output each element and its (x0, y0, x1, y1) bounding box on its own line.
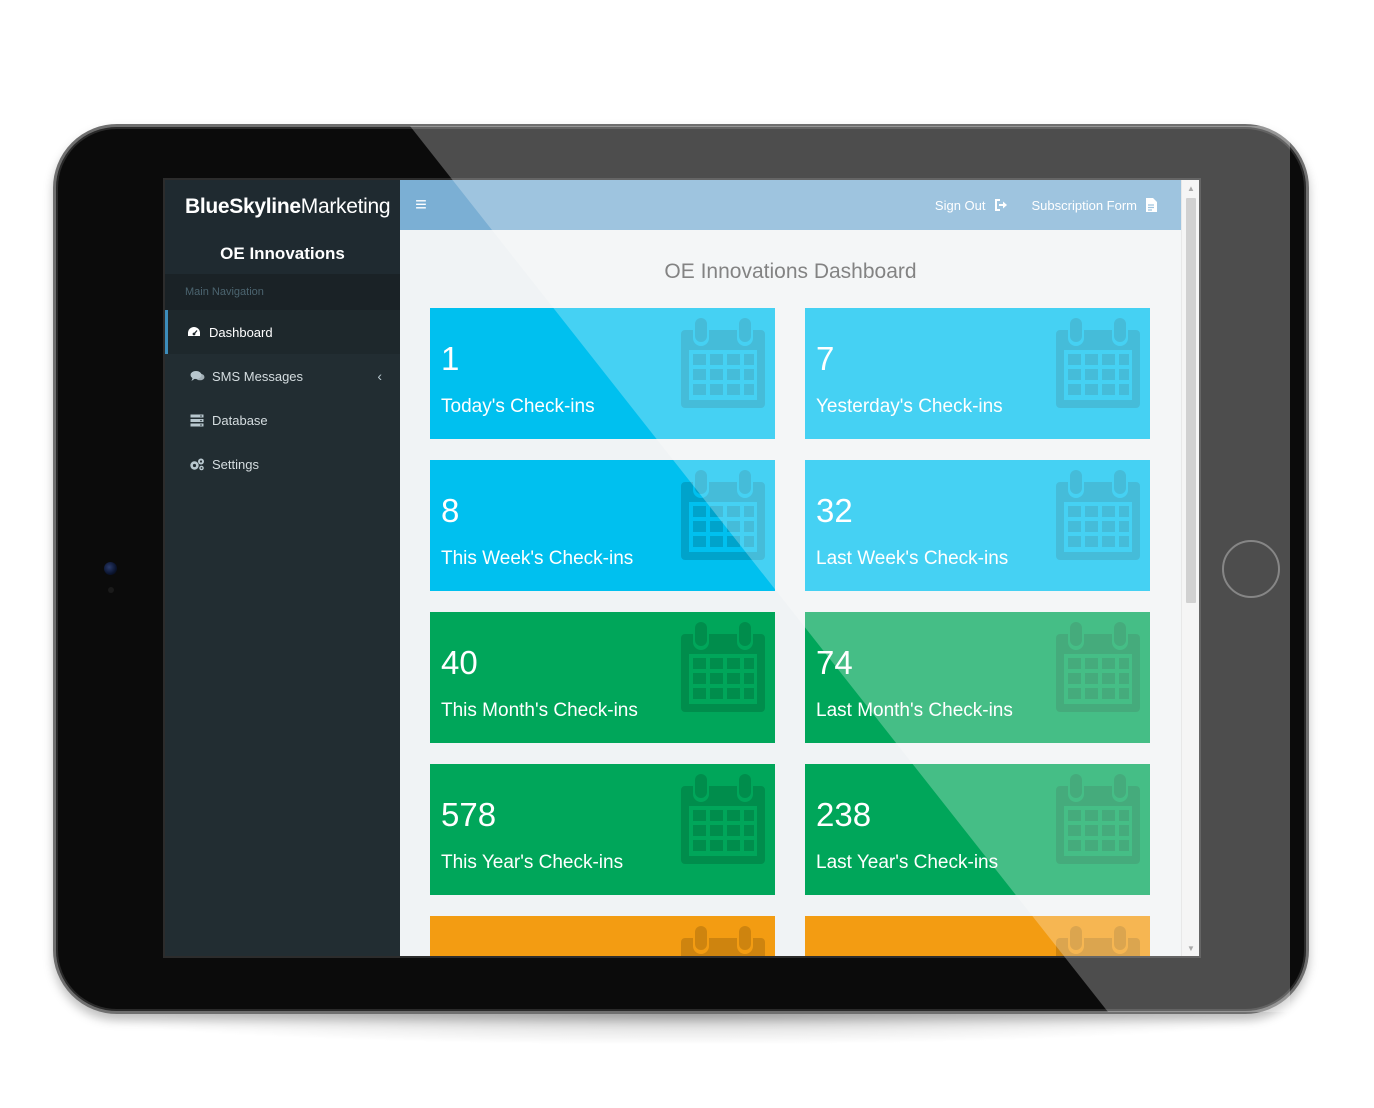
stat-tile-last-month[interactable]: 74 Last Month's Check-ins (805, 612, 1150, 743)
sign-out-label: Sign Out (934, 197, 986, 213)
tile-value: 74 (816, 644, 853, 681)
front-camera-icon (104, 562, 117, 575)
database-icon (188, 414, 206, 427)
sidebar-item-settings[interactable]: Settings (165, 442, 400, 486)
stat-tile-this-month[interactable]: 40 This Month's Check-ins (430, 612, 775, 743)
scroll-down-arrow-icon[interactable]: ▼ (1187, 943, 1195, 953)
stat-tile-this-year[interactable]: 578 This Year's Check-ins (430, 764, 775, 895)
tile-value: 32 (816, 492, 853, 529)
calendar-icon (681, 318, 765, 413)
sidebar-item-sms-messages[interactable]: SMS Messages ‹ (165, 354, 400, 398)
tile-label: Last Week's Check-ins (816, 548, 1009, 569)
vertical-scrollbar[interactable]: ▲ ▼ (1181, 180, 1199, 956)
menu-toggle-icon[interactable]: ≡ (415, 193, 427, 216)
sidebar-item-dashboard[interactable]: Dashboard (165, 310, 400, 354)
calendar-icon (1056, 774, 1140, 869)
tile-value: 238 (816, 796, 872, 833)
calendar-icon (681, 470, 765, 565)
stat-tile-today[interactable]: 1 Today's Check-ins (430, 308, 775, 439)
page-title: OE Innovations Dashboard (664, 260, 917, 283)
calendar-icon (681, 926, 765, 956)
nav-header: Main Navigation (165, 274, 400, 310)
stat-tile-yesterday[interactable]: 7 Yesterday's Check-ins (805, 308, 1150, 439)
brand-logo[interactable]: BlueSkyline Marketing (165, 180, 400, 234)
tile-value: 7 (816, 340, 835, 377)
file-text-icon (1145, 198, 1157, 212)
top-navbar: ≡ Sign Out Subscription Form (400, 180, 1181, 230)
tile-label: This Week's Check-ins (441, 548, 634, 569)
sign-out-link[interactable]: Sign Out (935, 198, 1008, 213)
stat-tile-partial[interactable] (805, 916, 1150, 956)
stat-tile-partial[interactable] (430, 916, 775, 956)
calendar-icon (1056, 926, 1140, 956)
comments-icon (188, 370, 206, 382)
light-sensor (108, 587, 114, 593)
scroll-up-arrow-icon[interactable]: ▲ (1187, 183, 1195, 193)
subscription-form-label: Subscription Form (1031, 197, 1137, 213)
tile-label: This Month's Check-ins (441, 700, 638, 721)
sidebar-item-label: Database (212, 412, 268, 428)
brand-bold: BlueSkyline (185, 195, 301, 218)
scroll-thumb[interactable] (1186, 198, 1196, 603)
subscription-form-link[interactable]: Subscription Form (1032, 198, 1157, 213)
chevron-left-icon[interactable]: ‹ (377, 368, 382, 384)
sidebar: BlueSkyline Marketing OE Innovations Main… (165, 180, 400, 956)
organization-name: OE Innovations (165, 234, 400, 274)
tile-label: Last Month's Check-ins (816, 700, 1013, 721)
main-content: OE Innovations Dashboard 1 Today's Check… (400, 230, 1181, 956)
calendar-icon (681, 774, 765, 869)
stat-tile-last-week[interactable]: 32 Last Week's Check-ins (805, 460, 1150, 591)
sidebar-item-label: Settings (212, 456, 259, 472)
tile-label: Last Year's Check-ins (816, 852, 999, 873)
tile-value: 578 (441, 796, 497, 833)
tile-value: 1 (441, 340, 460, 377)
sign-out-icon (994, 199, 1008, 211)
gears-icon (188, 458, 206, 471)
sidebar-item-label: SMS Messages (212, 368, 304, 384)
tile-label: Yesterday's Check-ins (816, 396, 1003, 417)
calendar-icon (1056, 622, 1140, 717)
calendar-icon (681, 622, 765, 717)
tile-value: 8 (441, 492, 460, 529)
dashboard-icon (185, 326, 203, 338)
home-button[interactable] (1222, 540, 1280, 598)
tile-value: 40 (441, 644, 478, 681)
stat-tile-last-year[interactable]: 238 Last Year's Check-ins (805, 764, 1150, 895)
tile-label: This Year's Check-ins (441, 852, 624, 873)
sidebar-item-label: Dashboard (209, 324, 273, 340)
brand-light: Marketing (300, 195, 391, 218)
stat-tile-this-week[interactable]: 8 This Week's Check-ins (430, 460, 775, 591)
calendar-icon (1056, 318, 1140, 413)
tile-label: Today's Check-ins (441, 396, 595, 417)
sidebar-item-database[interactable]: Database (165, 398, 400, 442)
app-screen: BlueSkyline Marketing OE Innovations Main… (163, 178, 1201, 958)
calendar-icon (1056, 470, 1140, 565)
